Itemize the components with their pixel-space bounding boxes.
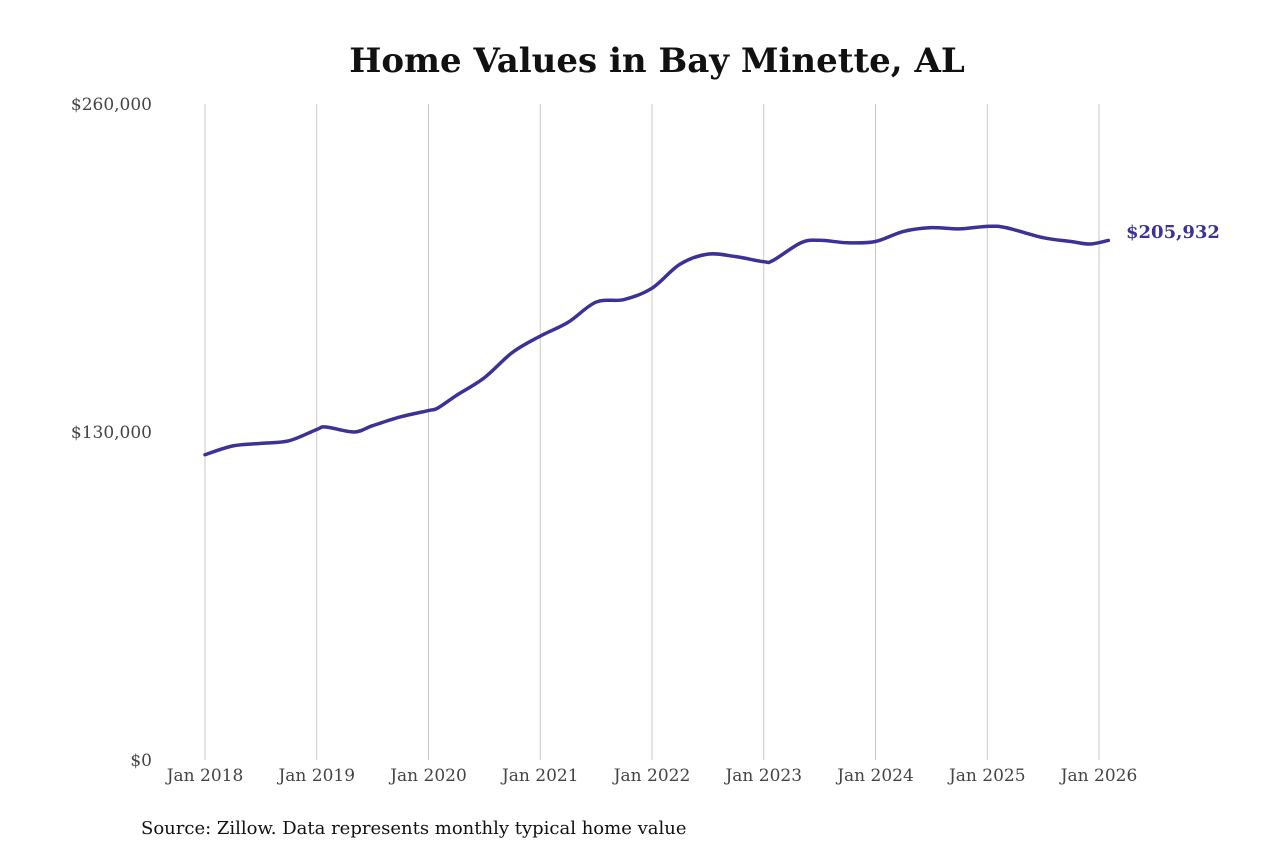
x-tick-label: Jan 2022 [612,766,691,786]
y-tick-label: $0 [130,751,152,771]
x-tick-label: Jan 2018 [165,766,244,786]
y-axis: $0 $130,000 $260,000 [71,95,152,771]
end-value-label: $205,932 [1126,222,1220,243]
x-tick-label: Jan 2021 [500,766,579,786]
x-tick-label: Jan 2024 [835,766,914,786]
y-tick-label: $260,000 [71,95,152,115]
x-tick-label: Jan 2019 [276,766,355,786]
home-value-line [203,224,1111,457]
y-tick-label: $130,000 [71,423,152,443]
series-layer [203,224,1111,457]
x-tick-label: Jan 2023 [723,766,802,786]
chart-title: Home Values in Bay Minette, AL [349,41,965,81]
x-tick-label: Jan 2025 [947,766,1026,786]
x-tick-label: Jan 2020 [388,766,467,786]
x-axis: Jan 2018 Jan 2019 Jan 2020 Jan 2021 Jan 2022… [165,766,1138,786]
x-tick-label: Jan 2026 [1059,766,1138,786]
source-note: Source: Zillow. Data represents monthly … [141,818,687,839]
grid-layer [204,104,1100,760]
